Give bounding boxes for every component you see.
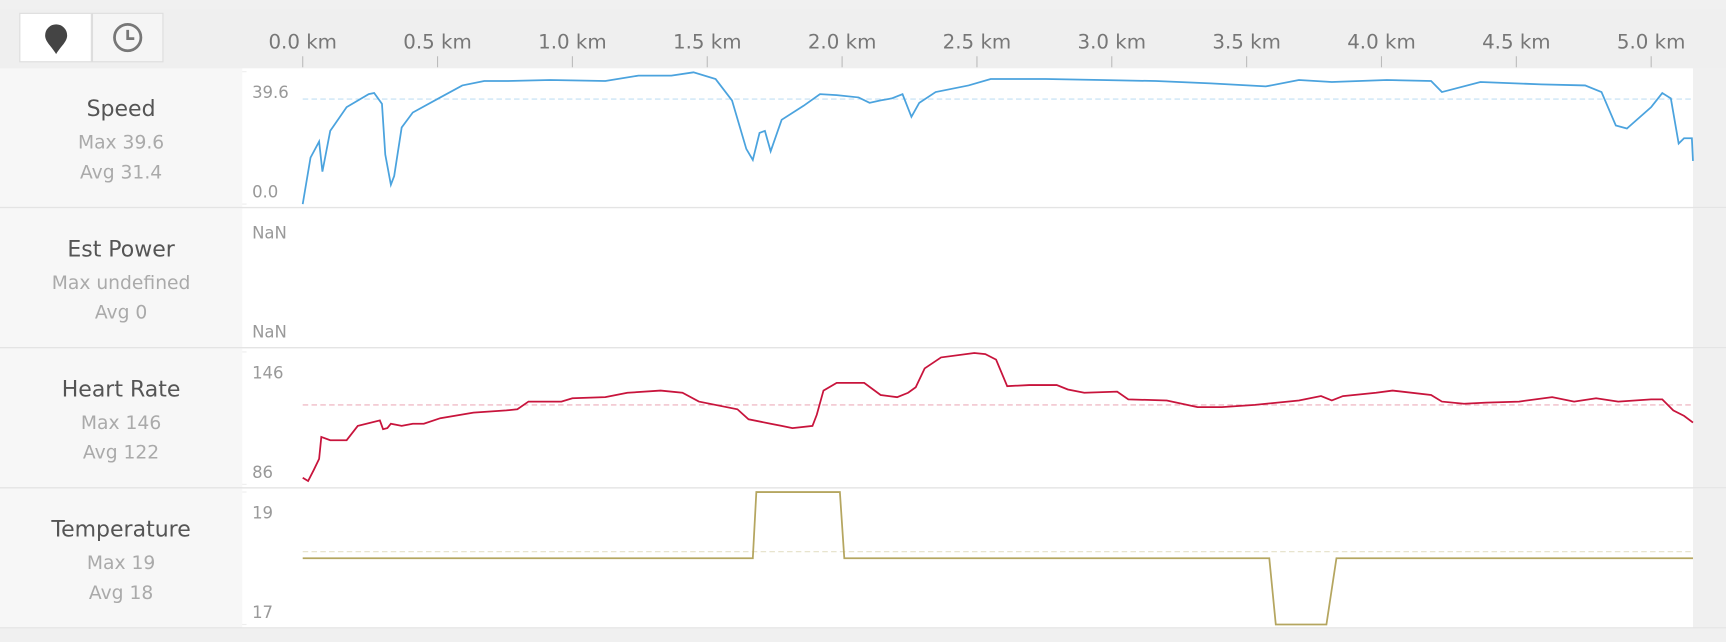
- x-tick-label: 4.5 km: [1482, 31, 1551, 54]
- panel-stat: Max 146: [81, 413, 161, 434]
- time-button[interactable]: [91, 12, 164, 63]
- y-tick-label: 17: [252, 603, 273, 622]
- panel-stat: Avg 18: [89, 583, 153, 604]
- panel-stat: Max 19: [87, 553, 155, 574]
- panel-stat: Avg 122: [83, 443, 159, 464]
- y-tick-label: NaN: [252, 223, 287, 242]
- panel-title: Temperature: [50, 518, 190, 543]
- panel-stat: Avg 31.4: [80, 162, 162, 183]
- x-tick-label: 5.0 km: [1617, 31, 1686, 54]
- panel-title: Est Power: [67, 237, 175, 262]
- x-tick-label: 0.0 km: [268, 31, 337, 54]
- x-tick-label: 4.0 km: [1347, 31, 1416, 54]
- x-tick-label: 2.5 km: [943, 31, 1012, 54]
- y-tick-label: NaN: [252, 323, 287, 342]
- y-tick-label: 86: [252, 463, 273, 482]
- label-panel: [0, 348, 243, 488]
- y-tick-label: 39.6: [252, 83, 289, 102]
- y-tick-label: 19: [252, 504, 273, 523]
- y-tick-label: 0.0: [252, 183, 278, 202]
- panel-stat: Max undefined: [52, 273, 191, 294]
- x-tick-label: 1.5 km: [673, 31, 742, 54]
- panel-stat: Max 39.6: [78, 133, 164, 154]
- toolbar: [0, 8, 1726, 69]
- plot-panel: [242, 208, 1693, 348]
- x-tick-label: 1.0 km: [538, 31, 607, 54]
- label-panel: [0, 208, 243, 348]
- label-panel: [0, 68, 243, 208]
- data-line: [302, 491, 1693, 626]
- plot-panel: [242, 348, 1693, 488]
- y-tick-label: 146: [252, 363, 284, 382]
- x-tick-label: 3.5 km: [1212, 31, 1281, 54]
- plot-panel: [242, 68, 1693, 208]
- data-line: [301, 71, 1694, 205]
- panel-title: Speed: [87, 97, 156, 122]
- panel-title: Heart Rate: [62, 377, 181, 402]
- distance-button[interactable]: [19, 12, 92, 63]
- data-line: [302, 352, 1694, 483]
- x-tick-label: 0.5 km: [403, 31, 472, 54]
- x-tick-label: 2.0 km: [808, 31, 877, 54]
- label-panel: [0, 488, 243, 628]
- x-tick-label: 3.0 km: [1078, 31, 1147, 54]
- panel-stat: Avg 0: [95, 303, 147, 324]
